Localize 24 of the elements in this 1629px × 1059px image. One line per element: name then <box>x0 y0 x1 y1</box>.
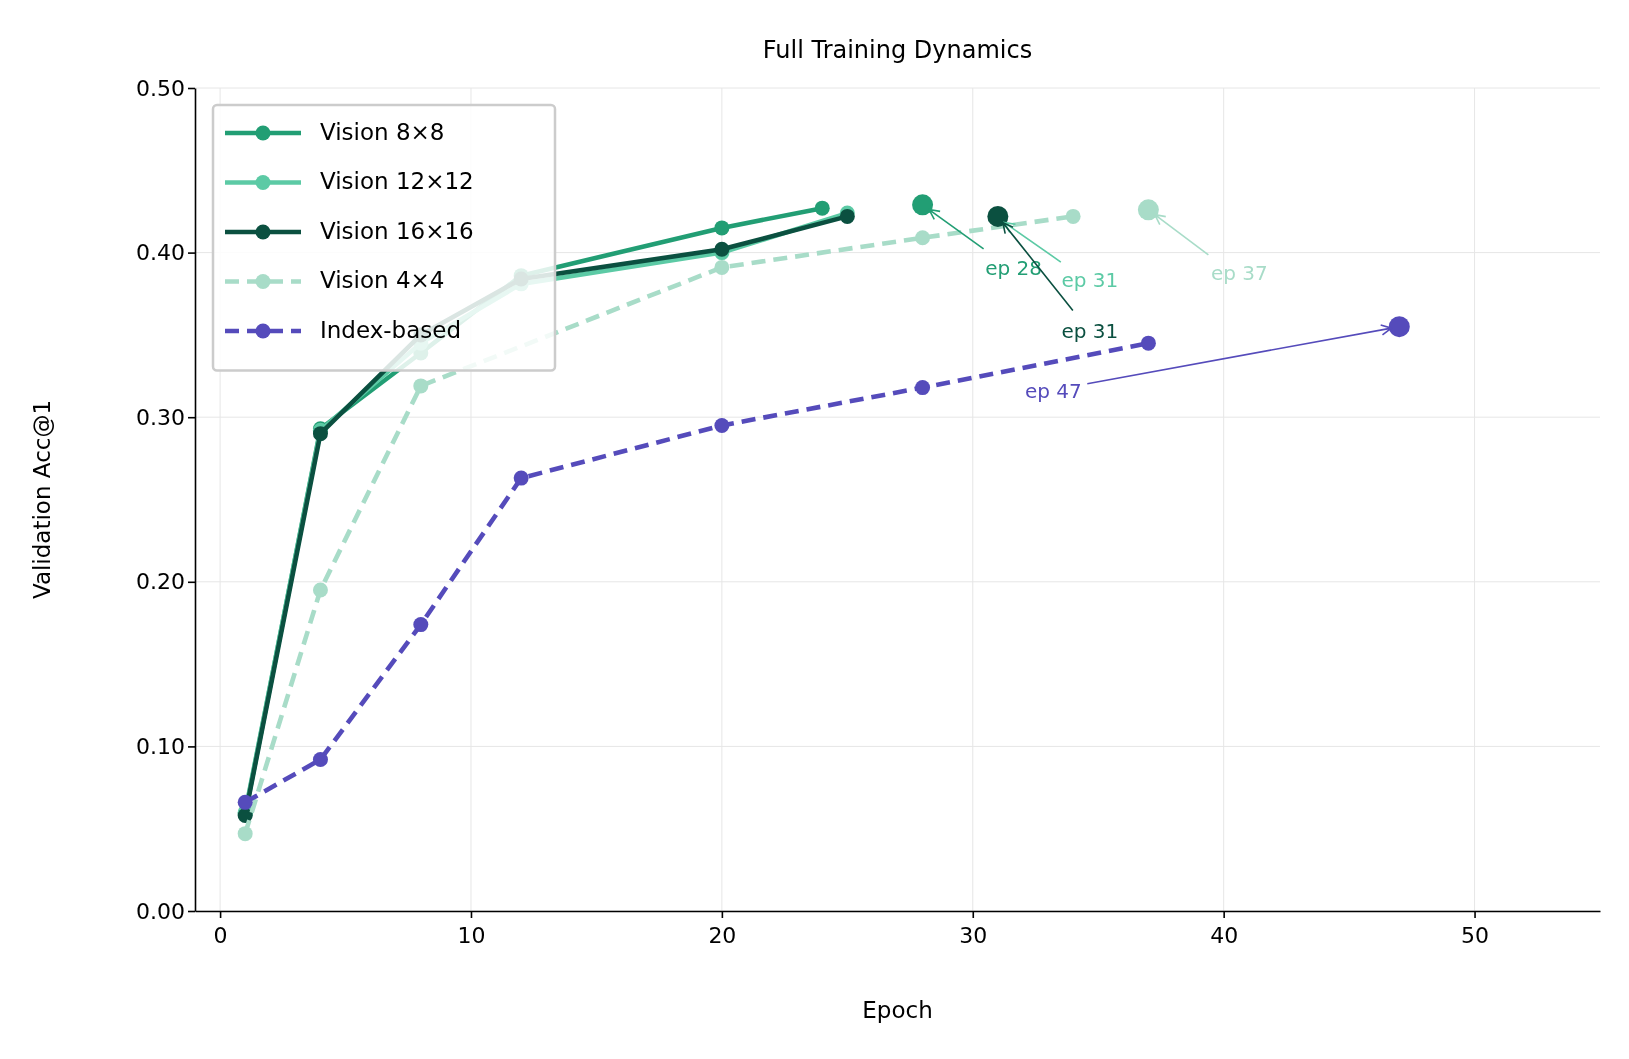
x-tick-label: 10 <box>457 923 486 948</box>
x-axis-title: Epoch <box>862 997 933 1023</box>
chart-title: Full Training Dynamics <box>762 36 1033 64</box>
legend-label: Vision 4×4 <box>320 267 445 293</box>
annotation: ep 47 <box>1024 379 1082 404</box>
y-tick-label: 0.10 <box>136 733 185 759</box>
y-axis-title: Validation Acc@1 <box>29 399 55 600</box>
x-tick-label: 0 <box>213 923 228 948</box>
x-tick-label: 50 <box>1461 923 1490 948</box>
x-tick-label: 20 <box>708 923 737 948</box>
y-tick-label: 0.20 <box>136 569 185 595</box>
x-tick-label: 40 <box>1210 923 1239 948</box>
legend-label: Vision 8×8 <box>320 118 445 145</box>
annotation: ep 37 <box>1210 261 1268 286</box>
y-tick-label: 0.00 <box>136 898 185 924</box>
y-tick-label: 0.40 <box>136 240 185 266</box>
legend-label: Vision 16×16 <box>320 217 474 244</box>
annotation: ep 31 <box>1061 318 1119 343</box>
legend-label: Vision 12×12 <box>320 168 474 194</box>
annotation: ep 31 <box>1061 267 1119 292</box>
x-tick-label: 30 <box>959 923 988 948</box>
legend-label: Index-based <box>320 316 462 343</box>
y-tick-label: 0.50 <box>136 75 185 101</box>
y-tick-label: 0.30 <box>136 404 185 430</box>
